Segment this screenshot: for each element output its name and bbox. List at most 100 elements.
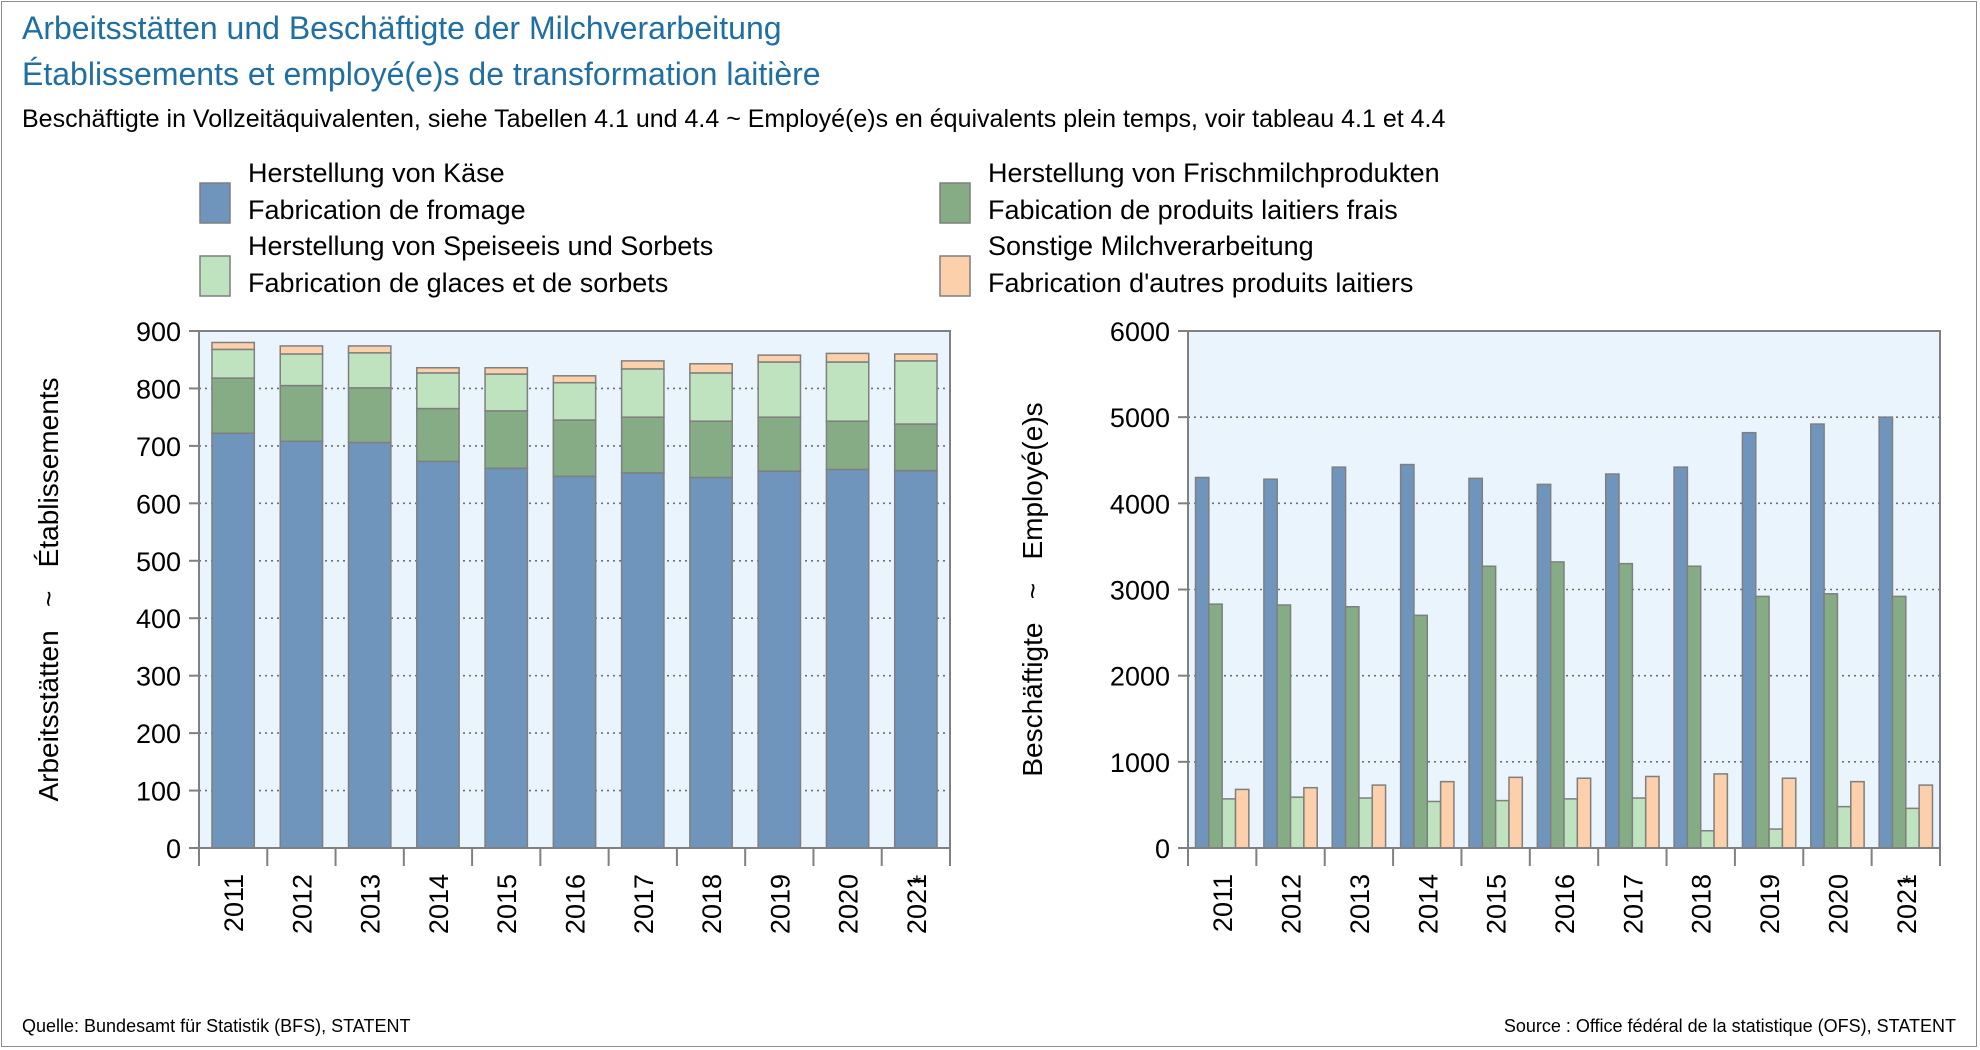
bar-2019-s3: [757, 361, 802, 418]
bar-2021-s3: [1905, 807, 1920, 849]
bar-2013-s2: [1344, 605, 1360, 849]
bar-2016-s4: [1576, 777, 1592, 849]
bar-2013-s1: [347, 441, 392, 849]
y-tick-label: 3000: [1110, 576, 1170, 606]
x-tick-label: 2015: [1482, 874, 1512, 934]
y-tick-label: 500: [136, 547, 181, 577]
y-tick-label: 6000: [1110, 317, 1170, 347]
bar-2015-s2: [484, 410, 529, 470]
bar-2017-s2: [1618, 562, 1634, 849]
x-tick-label: 2018: [1687, 874, 1717, 934]
bar-2011-s1: [1194, 476, 1210, 849]
bar-2021-s1: [893, 469, 938, 849]
bar-2021-s2: [1891, 595, 1907, 849]
legend-label-1-de: Herstellung von Käse: [248, 158, 505, 188]
y-tick-label: 300: [136, 662, 181, 692]
x-tick-label: 2012: [287, 874, 317, 934]
bar-2014-s1: [1399, 463, 1415, 849]
bar-2016-s2: [1549, 561, 1565, 849]
bar-2018-s2: [1686, 565, 1702, 849]
employees-chart: 0 1000 2000 3000 4000 5000 6000 2011 2012 2013 201…: [1017, 317, 1941, 934]
legend-swatch-3: [199, 255, 231, 297]
bar-2012-s3: [1289, 796, 1305, 849]
bar-2011-s4: [211, 341, 256, 351]
bar-2012-s1: [1263, 478, 1278, 849]
bar-2012-s1: [279, 440, 324, 849]
legend-label-3-fr: Fabrication de glaces et de sorbets: [248, 268, 668, 298]
x-tick-footnote-mark: *: [1903, 871, 1912, 896]
bar-2011-s2: [1208, 603, 1223, 849]
chart-title-french: Établissements et employé(e)s de transfo…: [22, 56, 821, 92]
bar-2011-s1: [211, 432, 256, 849]
bar-2012-s2: [1276, 604, 1292, 849]
legend-label-1-fr: Fabrication de fromage: [248, 195, 526, 225]
y-tick-label: 5000: [1110, 403, 1170, 433]
legend-swatch-1: [199, 182, 231, 224]
bar-2013-s1: [1331, 466, 1347, 849]
legend-swatch-4: [939, 255, 971, 297]
bar-2021-s4: [893, 353, 938, 362]
bar-2019-s1: [1741, 431, 1757, 849]
x-tick-label: 2013: [1345, 874, 1375, 934]
bar-2014-s1: [416, 460, 460, 849]
x-tick-label: 2014: [424, 874, 454, 934]
bar-2020-s1: [1810, 423, 1825, 849]
bar-2013-s4: [1371, 784, 1387, 849]
legend: Herstellung von Käse Fabrication de froma…: [199, 158, 1440, 298]
bar-2020-s3: [1836, 805, 1852, 849]
y-tick-label: 800: [136, 374, 181, 404]
bar-2016-s3: [1563, 798, 1579, 849]
chart-subtitle: Beschäftigte in Vollzeitäquivalenten, si…: [22, 105, 1446, 133]
bar-2020-s3: [825, 361, 870, 422]
y-tick-label: 900: [136, 317, 181, 347]
x-tick-label: 2012: [1277, 874, 1307, 934]
x-tick-label: 2021: [902, 874, 932, 934]
y-tick-label: 0: [1155, 834, 1170, 864]
x-tick-label: 2021: [1892, 874, 1922, 934]
bar-2017-s3: [620, 368, 665, 418]
bar-2021-s4: [1918, 784, 1934, 849]
bar-2015-s3: [484, 373, 529, 412]
bar-2018-s2: [689, 420, 733, 479]
source-note-german: Quelle: Bundesamt für Statistik (BFS), S…: [22, 1016, 411, 1036]
legend-label-4-de: Sonstige Milchverarbeitung: [988, 231, 1314, 261]
bar-2019-s1: [757, 470, 802, 849]
x-tick-label: 2016: [561, 874, 591, 934]
y-tick-label: 0: [166, 834, 181, 864]
bar-2016-s2: [552, 419, 597, 478]
bar-2016-s3: [552, 381, 597, 421]
x-tick-label: 2016: [1550, 874, 1580, 934]
bar-2020-s2: [1823, 593, 1839, 849]
y-tick-label: 1000: [1110, 748, 1170, 778]
y-tick-label: 200: [136, 719, 181, 749]
bar-2017-s4: [1644, 775, 1660, 849]
bar-2017-s1: [1604, 473, 1620, 849]
bar-2017-s3: [1631, 797, 1647, 849]
bar-2018-s4: [689, 362, 733, 374]
legend-label-2-de: Herstellung von Frischmilchprodukten: [988, 158, 1440, 188]
bar-2013-s2: [347, 387, 392, 444]
bar-2014-s4: [416, 367, 460, 374]
bar-2017-s2: [620, 416, 665, 474]
bar-2016-s1: [552, 475, 597, 849]
establishments-chart: 0 100 200 300 400 500 600 700 800 900 2011 2012 2013…: [33, 317, 951, 934]
bar-2014-s4: [1439, 780, 1455, 849]
legend-label-4-fr: Fabrication d'autres produits laitiers: [988, 268, 1413, 298]
y-tick-label: 100: [136, 777, 181, 807]
x-tick-label: 2019: [765, 874, 795, 934]
bar-2012-s3: [279, 353, 324, 387]
plot-frame: [198, 330, 951, 849]
source-note-french: Source : Office fédéral de la statistiqu…: [1503, 1016, 1956, 1036]
bar-2014-s3: [416, 372, 460, 410]
x-tick-label: 2017: [629, 874, 659, 934]
bar-2020-s4: [825, 352, 870, 363]
bar-2019-s3: [1768, 828, 1784, 849]
bar-2021-s1: [1878, 416, 1894, 849]
bar-2015-s2: [1481, 565, 1497, 849]
bar-2015-s1: [484, 467, 529, 849]
bar-2020-s1: [825, 468, 870, 849]
bar-2013-s3: [1358, 797, 1373, 849]
bar-2018-s3: [689, 372, 733, 422]
x-tick-label: 2015: [492, 874, 522, 934]
bar-2012-s2: [279, 384, 324, 443]
